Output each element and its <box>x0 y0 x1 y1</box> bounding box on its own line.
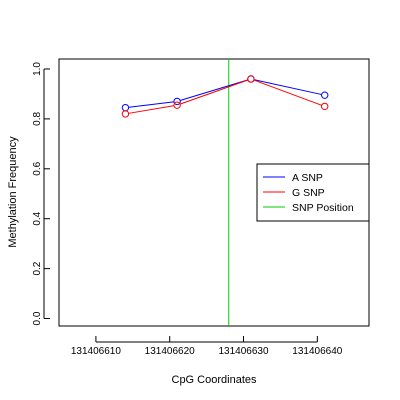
g-snp-line-segment <box>128 105 174 114</box>
g-snp-point <box>173 101 181 109</box>
y-axis-title: Methylation Frequency <box>7 136 19 248</box>
a-snp-line-segment <box>128 101 174 108</box>
y-axis: 0.0 0.2 0.4 0.6 0.8 1.0 <box>32 62 50 325</box>
g-snp-line-segment <box>254 79 322 106</box>
g-snp-point <box>121 110 130 118</box>
legend-label-snp-position: SNP Position <box>292 202 354 214</box>
x-tick-label: 131406640 <box>292 346 342 357</box>
g-snp-line-segment <box>180 79 248 105</box>
a-snp-point <box>121 103 130 112</box>
a-snp-line-segment <box>254 79 322 95</box>
x-axis-title: CpG Coordinates <box>172 374 257 386</box>
a-snp-point <box>173 97 181 106</box>
x-axis: 131406610 131406620 131406630 131406640 <box>71 336 343 357</box>
y-tick-label: 0.2 <box>32 261 43 275</box>
y-tick-label: 1.0 <box>32 62 43 76</box>
plot-marks <box>121 59 329 326</box>
a-snp-line-segment <box>180 79 248 101</box>
a-snp-point <box>321 91 329 99</box>
y-tick-label: 0.4 <box>32 211 43 225</box>
g-snp-point <box>321 102 329 111</box>
legend: A SNP G SNP SNP Position <box>256 163 370 222</box>
y-tick-label: 0.6 <box>32 161 43 175</box>
x-tick-label: 131406620 <box>145 346 195 357</box>
y-tick-label: 0.8 <box>32 112 43 126</box>
legend-label-g-snp: G SNP <box>292 187 325 199</box>
x-tick-label: 131406630 <box>218 346 268 357</box>
y-tick-label: 0.0 <box>32 311 43 325</box>
x-tick-label: 131406610 <box>71 346 121 357</box>
legend-label-a-snp: A SNP <box>292 172 323 184</box>
g-snp-point <box>247 75 255 83</box>
